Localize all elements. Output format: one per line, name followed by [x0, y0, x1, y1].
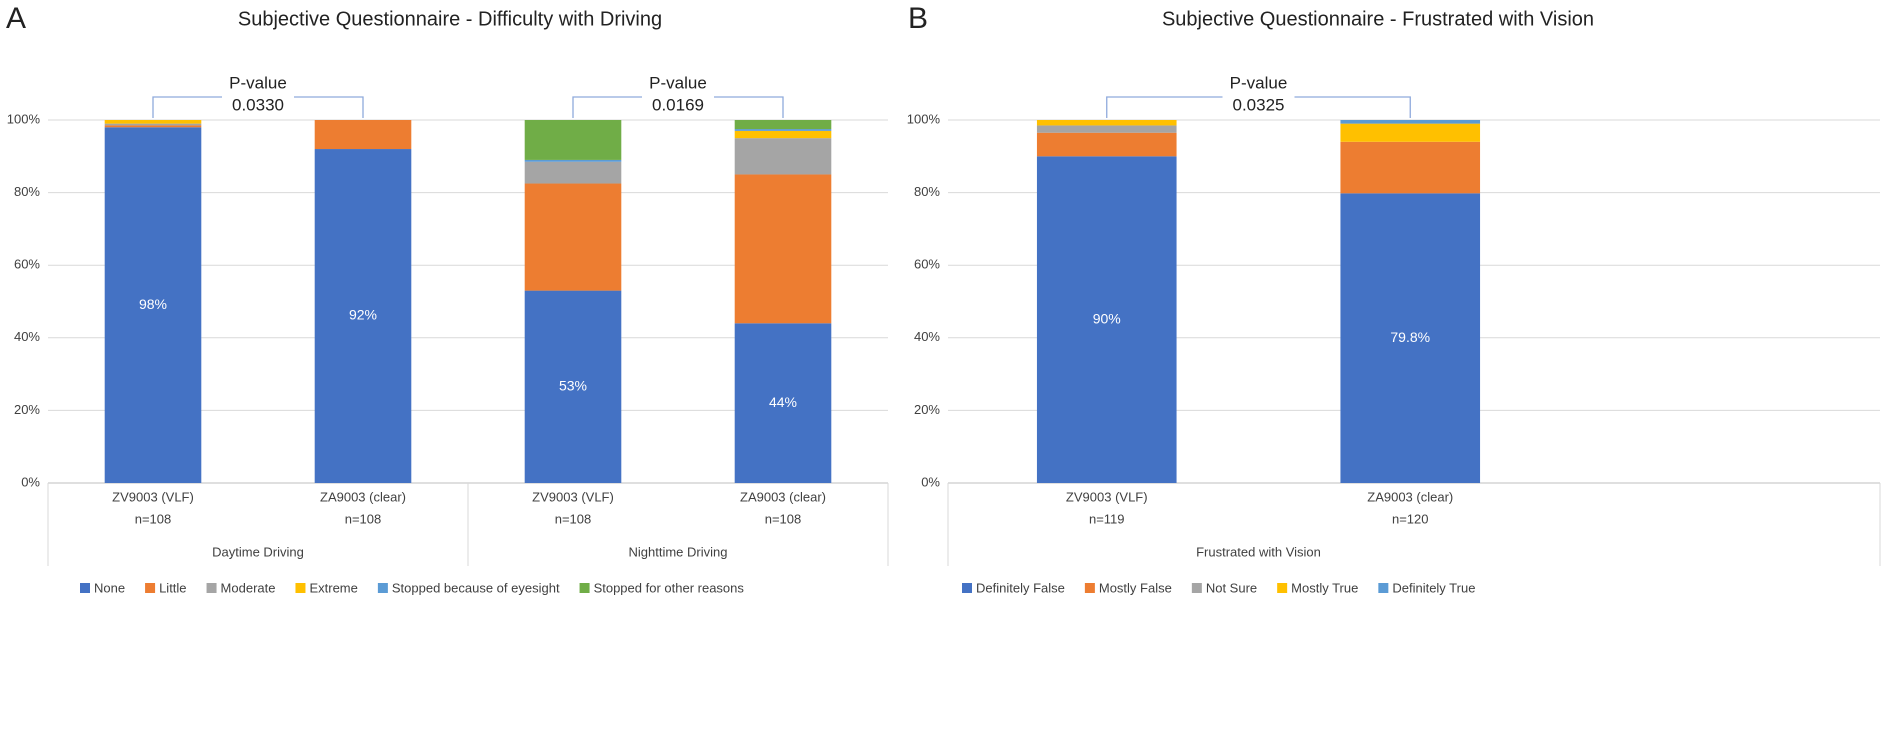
legend-swatch — [295, 583, 306, 593]
p-box — [222, 72, 294, 118]
value-label: 90% — [1093, 310, 1121, 326]
bar-segment — [524, 120, 622, 160]
bar-segment — [734, 129, 832, 131]
legend-swatch — [206, 583, 217, 593]
y-tick-label: 40% — [14, 329, 40, 344]
p-label: P-value — [1230, 73, 1288, 92]
legend-swatch — [80, 583, 90, 593]
value-label: 44% — [769, 394, 797, 410]
p-box — [1222, 72, 1295, 118]
bar-segment — [314, 120, 412, 150]
bar-segment — [1340, 123, 1481, 142]
chart-title: Subjective Questionnaire - Difficulty wi… — [238, 8, 662, 30]
bar-segment — [104, 125, 202, 128]
y-tick-label: 20% — [14, 402, 40, 417]
legend-label: None — [94, 580, 125, 595]
group-label: Daytime Driving — [212, 544, 304, 559]
n-label: n=120 — [1392, 511, 1429, 526]
bar-segment — [314, 149, 412, 484]
legend-label: Mostly True — [1291, 580, 1358, 595]
legend-label: Mostly False — [1099, 580, 1172, 595]
legend-label: Not Sure — [1206, 580, 1257, 595]
p-label: P-value — [649, 73, 707, 92]
bar-segment — [734, 120, 832, 130]
bar-segment — [104, 120, 202, 124]
y-tick-label: 100% — [907, 111, 941, 126]
n-label: n=119 — [1089, 511, 1125, 526]
bar-segment — [1036, 125, 1177, 133]
legend-swatch — [377, 583, 388, 593]
bar-segment — [524, 183, 622, 291]
group-label: Frustrated with Vision — [1196, 544, 1321, 559]
bar-segment — [1036, 132, 1177, 157]
x-tick-label: ZV9003 (VLF) — [1066, 489, 1148, 504]
legend-label: Stopped because of eyesight — [392, 580, 560, 595]
chart-title: Subjective Questionnaire - Frustrated wi… — [1162, 8, 1594, 30]
bar-segment — [524, 290, 622, 483]
y-tick-label: 80% — [14, 184, 40, 199]
bar-segment — [104, 127, 202, 483]
legend-swatch — [1084, 583, 1095, 593]
bar-segment — [104, 123, 202, 126]
legend-swatch — [579, 583, 590, 593]
legend-label: Little — [159, 580, 186, 595]
panel-letter: B — [908, 2, 928, 35]
legend-label: Stopped for other reasons — [594, 580, 745, 595]
bar-segment — [1036, 156, 1177, 484]
bar-segment — [734, 323, 832, 483]
n-label: n=108 — [765, 511, 802, 526]
panel-letter: A — [6, 2, 26, 35]
p-value: 0.0325 — [1233, 95, 1285, 114]
legend-label: Moderate — [221, 580, 276, 595]
value-label: 92% — [349, 307, 377, 323]
p-value: 0.0330 — [232, 95, 284, 114]
p-value: 0.0169 — [652, 95, 704, 114]
bar-segment — [524, 159, 622, 162]
x-tick-label: ZA9003 (clear) — [320, 489, 406, 504]
y-tick-label: 60% — [14, 257, 40, 272]
bar-segment — [734, 174, 832, 324]
y-tick-label: 0% — [921, 474, 940, 489]
y-tick-label: 80% — [914, 184, 940, 199]
x-tick-label: ZV9003 (VLF) — [532, 489, 614, 504]
y-tick-label: 60% — [914, 257, 940, 272]
x-tick-label: ZA9003 (clear) — [1367, 489, 1453, 504]
value-label: 98% — [139, 296, 167, 312]
legend-swatch — [145, 583, 156, 593]
value-label: 79.8% — [1390, 329, 1430, 345]
p-label: P-value — [229, 73, 287, 92]
bar-segment — [1340, 120, 1481, 124]
p-box — [642, 72, 714, 118]
legend-swatch — [1191, 583, 1202, 593]
legend-label: Definitely False — [976, 580, 1065, 595]
legend-swatch — [1277, 583, 1288, 593]
bar-segment — [1340, 141, 1481, 194]
bar-segment — [1036, 120, 1177, 126]
y-tick-label: 40% — [914, 329, 940, 344]
legend-swatch — [1378, 583, 1389, 593]
group-label: Nighttime Driving — [629, 544, 728, 559]
legend-swatch — [962, 583, 972, 593]
bar-segment — [524, 161, 622, 184]
y-tick-label: 0% — [21, 474, 40, 489]
n-label: n=108 — [135, 511, 172, 526]
y-tick-label: 100% — [7, 111, 41, 126]
bar-segment — [734, 130, 832, 139]
n-label: n=108 — [345, 511, 382, 526]
legend-label: Extreme — [309, 580, 357, 595]
x-tick-label: ZA9003 (clear) — [740, 489, 826, 504]
x-tick-label: ZV9003 (VLF) — [112, 489, 194, 504]
value-label: 53% — [559, 378, 587, 394]
y-tick-label: 20% — [914, 402, 940, 417]
n-label: n=108 — [555, 511, 592, 526]
bar-segment — [1340, 193, 1481, 484]
bar-segment — [734, 138, 832, 175]
legend-label: Definitely True — [1392, 580, 1475, 595]
